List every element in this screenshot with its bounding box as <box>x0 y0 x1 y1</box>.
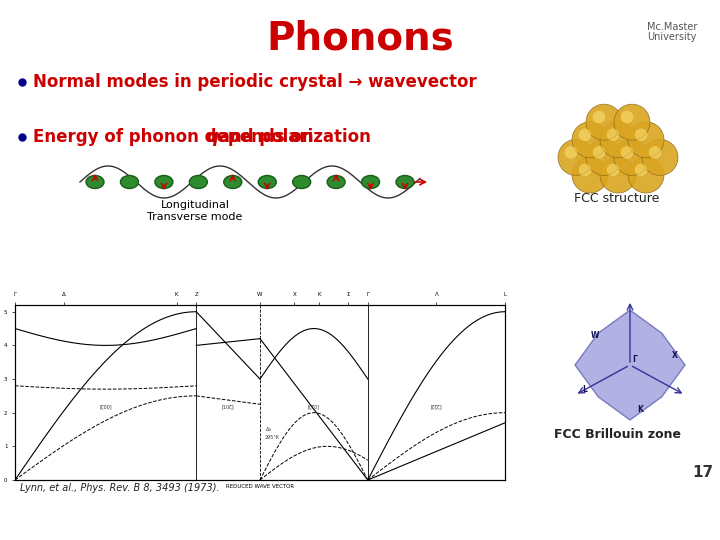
Circle shape <box>628 122 664 158</box>
Text: K: K <box>637 406 643 415</box>
Circle shape <box>586 104 622 140</box>
Text: [ζζ0]: [ζζ0] <box>308 405 320 410</box>
Text: Normal modes in periodic crystal → wavevector: Normal modes in periodic crystal → wavev… <box>33 73 477 91</box>
Circle shape <box>593 146 606 159</box>
Text: W: W <box>591 330 599 340</box>
Circle shape <box>564 146 577 159</box>
Ellipse shape <box>155 176 173 188</box>
Circle shape <box>579 164 591 176</box>
Text: FCC Brillouin zone: FCC Brillouin zone <box>554 428 680 441</box>
Text: Energy of phonon depends on: Energy of phonon depends on <box>33 128 320 146</box>
Circle shape <box>572 157 608 193</box>
Circle shape <box>649 146 661 159</box>
Ellipse shape <box>189 176 207 188</box>
X-axis label: REDUCED WAVE VECTOR: REDUCED WAVE VECTOR <box>226 484 294 489</box>
Text: $\Delta_0$
295°K: $\Delta_0$ 295°K <box>265 425 280 440</box>
Circle shape <box>621 146 634 159</box>
Text: Phonons: Phonons <box>266 20 454 58</box>
Text: Longitudinal
Transverse mode: Longitudinal Transverse mode <box>148 200 243 221</box>
Text: 17: 17 <box>692 465 713 480</box>
Circle shape <box>614 104 650 140</box>
Text: X: X <box>672 350 678 360</box>
Text: Mc.Master: Mc.Master <box>647 22 697 32</box>
Text: [10ζ]: [10ζ] <box>222 405 235 410</box>
Ellipse shape <box>120 176 138 188</box>
Circle shape <box>600 157 636 193</box>
Circle shape <box>579 129 591 141</box>
Text: NXS School: NXS School <box>380 472 436 482</box>
Text: q: q <box>207 128 218 146</box>
Text: Γ: Γ <box>633 355 637 364</box>
Circle shape <box>635 164 647 176</box>
Ellipse shape <box>224 176 242 188</box>
Circle shape <box>614 139 650 176</box>
Circle shape <box>642 139 678 176</box>
Circle shape <box>600 122 636 158</box>
Text: [ζ00]: [ζ00] <box>99 405 112 410</box>
Ellipse shape <box>292 176 310 188</box>
Circle shape <box>621 111 634 124</box>
Text: University: University <box>647 32 697 42</box>
Circle shape <box>558 139 594 176</box>
Circle shape <box>593 111 606 124</box>
Y-axis label: ν (THz): ν (THz) <box>0 381 1 403</box>
Circle shape <box>572 122 608 158</box>
Text: [ζζζ]: [ζζζ] <box>431 405 442 410</box>
Text: FCC structure: FCC structure <box>575 192 660 205</box>
Circle shape <box>607 164 619 176</box>
Circle shape <box>607 129 619 141</box>
Circle shape <box>628 157 664 193</box>
Polygon shape <box>575 310 685 420</box>
Ellipse shape <box>327 176 345 188</box>
Ellipse shape <box>86 176 104 188</box>
Ellipse shape <box>361 176 379 188</box>
Ellipse shape <box>396 176 414 188</box>
Text: L: L <box>582 386 588 395</box>
Circle shape <box>635 129 647 141</box>
Text: Lynn, et al., Phys. Rev. B 8, 3493 (1973).: Lynn, et al., Phys. Rev. B 8, 3493 (1973… <box>20 483 220 493</box>
Circle shape <box>586 139 622 176</box>
Text: and polarization: and polarization <box>213 128 371 146</box>
Ellipse shape <box>258 176 276 188</box>
